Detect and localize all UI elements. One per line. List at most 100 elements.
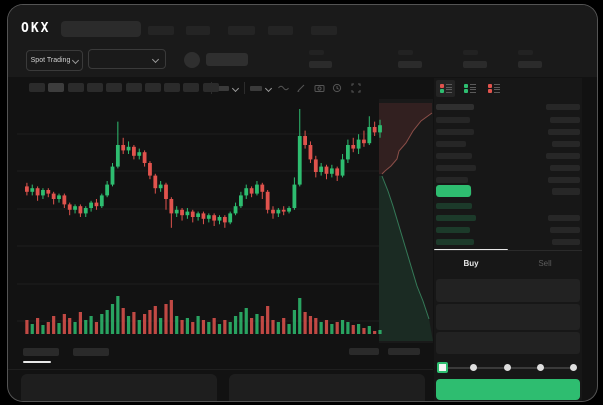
- book-bids-icon[interactable]: [460, 80, 479, 97]
- nav-item-placeholder[interactable]: [186, 26, 210, 35]
- ask-price-placeholder: [436, 165, 476, 171]
- bottom-panel-left: [21, 374, 217, 401]
- bottom-panel-right: [229, 374, 425, 401]
- coin-icon: [184, 52, 200, 68]
- bottom-tab-indicator: [23, 361, 51, 363]
- ask-amount-placeholder: [546, 153, 580, 159]
- spot-trading-label: Spot Trading: [30, 57, 71, 64]
- timeframe-button[interactable]: [67, 83, 84, 92]
- toolbar-divider: [244, 82, 245, 94]
- wave-icon: [277, 85, 289, 91]
- bottom-tab[interactable]: [23, 348, 59, 356]
- overlay-dropdown[interactable]: [250, 83, 273, 94]
- orderbook-amount-header: [546, 104, 580, 110]
- pair-selector-dropdown[interactable]: [88, 49, 166, 69]
- bottom-action-placeholder[interactable]: [349, 348, 379, 355]
- orderbook-view-toggles: [436, 80, 503, 97]
- timeframe-button[interactable]: [183, 83, 200, 92]
- order-form-field-3[interactable]: [436, 332, 580, 354]
- stat-value-placeholder: [398, 61, 422, 68]
- timeframe-button[interactable]: [86, 83, 103, 92]
- spot-trading-dropdown[interactable]: Spot Trading: [26, 50, 83, 71]
- amount-slider[interactable]: [436, 362, 580, 374]
- ask-price-placeholder: [436, 117, 470, 123]
- bid-amount-placeholder: [552, 239, 580, 245]
- pair-name-placeholder: [206, 53, 248, 66]
- last-price-badge: [436, 185, 471, 197]
- stat-value-placeholder: [518, 61, 542, 68]
- ask-price-placeholder: [436, 129, 474, 135]
- slider-stop[interactable]: [570, 364, 577, 371]
- header-background: [8, 5, 597, 77]
- history-icon: [332, 83, 342, 93]
- ask-price-placeholder: [436, 177, 468, 183]
- camera-icon: [314, 85, 324, 92]
- last-amount-placeholder: [552, 188, 580, 194]
- order-form-field-2[interactable]: [436, 304, 580, 330]
- timeframe-button[interactable]: [106, 83, 123, 92]
- bid-price-placeholder: [436, 227, 470, 233]
- app-window: OKX Spot Trading: [7, 4, 598, 402]
- tab-sell[interactable]: Sell: [538, 258, 552, 268]
- timeframe-button[interactable]: [164, 83, 181, 92]
- screenshot-button[interactable]: [312, 81, 326, 95]
- book-lines: [445, 84, 452, 93]
- stat-value-placeholder: [463, 61, 487, 68]
- timeframe-button[interactable]: [144, 83, 161, 92]
- tab-buy[interactable]: Buy: [463, 258, 479, 268]
- bid-price-placeholder: [436, 203, 472, 209]
- book-asks-icon[interactable]: [484, 80, 503, 97]
- ask-amount-placeholder: [550, 117, 580, 123]
- book-lines: [469, 84, 476, 93]
- nav-item-placeholder[interactable]: [148, 26, 174, 35]
- okx-logo: OKX: [21, 21, 51, 36]
- slider-handle[interactable]: [437, 362, 448, 373]
- book-lines: [493, 84, 500, 93]
- slider-stop[interactable]: [503, 364, 511, 371]
- bid-price-placeholder: [436, 215, 476, 221]
- orderbook-price-header: [436, 104, 474, 110]
- search-input[interactable]: [61, 21, 141, 37]
- nav-item-placeholder[interactable]: [268, 26, 293, 35]
- timeframe-button[interactable]: [29, 83, 45, 92]
- timeframe-button[interactable]: [48, 83, 65, 92]
- stat-label-placeholder: [309, 50, 324, 55]
- buy-button[interactable]: [436, 379, 580, 400]
- slider-stop[interactable]: [470, 364, 478, 371]
- ask-price-placeholder: [436, 153, 472, 159]
- order-form-field-1[interactable]: [436, 279, 580, 302]
- draw-button[interactable]: [294, 81, 308, 95]
- indicator-dropdown[interactable]: [217, 83, 240, 94]
- nav-item-placeholder[interactable]: [311, 26, 337, 35]
- slider-stop[interactable]: [536, 364, 544, 371]
- overlay-label-placeholder: [250, 86, 262, 91]
- fullscreen-button[interactable]: [349, 81, 363, 95]
- pencil-icon: [297, 84, 305, 92]
- ask-amount-placeholder: [548, 177, 580, 183]
- timeframe-button[interactable]: [202, 83, 219, 92]
- chevron-down-icon: [72, 56, 80, 65]
- ask-amount-placeholder: [548, 129, 580, 135]
- bottom-action-placeholder[interactable]: [388, 348, 420, 355]
- bottom-tab[interactable]: [73, 348, 109, 356]
- bid-amount-placeholder: [550, 227, 580, 233]
- book-color-column: [463, 84, 468, 93]
- chevron-down-icon: [231, 84, 240, 93]
- chevron-down-icon: [264, 84, 273, 93]
- line-style-button[interactable]: [276, 81, 290, 95]
- refresh-button[interactable]: [330, 81, 344, 95]
- nav-item-placeholder[interactable]: [228, 26, 255, 35]
- stat-value-placeholder: [309, 61, 332, 68]
- stat-label-placeholder: [518, 50, 533, 55]
- book-both-icon[interactable]: [436, 80, 455, 97]
- chart-canvas[interactable]: [17, 97, 433, 346]
- ask-amount-placeholder: [550, 165, 580, 171]
- timeframe-button[interactable]: [125, 83, 142, 92]
- book-color-column: [487, 84, 492, 93]
- order-form: [436, 279, 580, 356]
- trade-tabbar: Buy Sell: [434, 250, 582, 275]
- stat-label-placeholder: [463, 50, 478, 55]
- chevron-down-icon: [151, 55, 160, 63]
- stat-label-placeholder: [398, 50, 413, 55]
- divider: [8, 369, 433, 370]
